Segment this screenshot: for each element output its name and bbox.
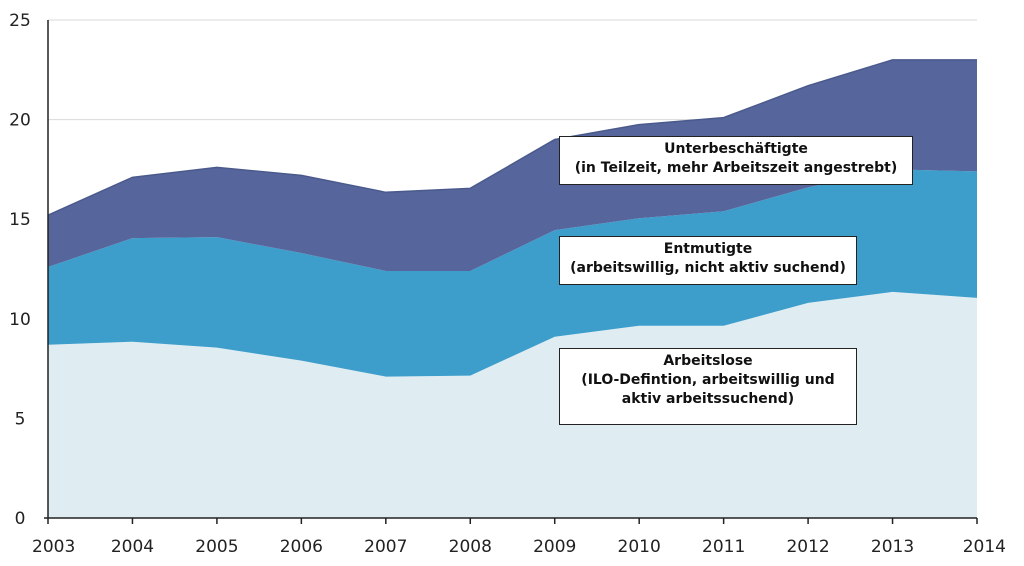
label-unterbeschaeftigte: Unterbeschäftigte (in Teilzeit, mehr Arb… <box>559 136 913 185</box>
x-tick-label-2009: 2009 <box>533 537 576 557</box>
x-tick-label-2005: 2005 <box>195 537 238 557</box>
y-tick-label-15: 15 <box>9 210 31 230</box>
area-unterbeschftigte <box>48 59 977 271</box>
y-tick-labels: 0 5 10 15 20 25 <box>9 11 31 529</box>
area-entmutigte <box>48 169 977 377</box>
label-arbeitslose-line-2: (ILO-Defintion, arbeitswillig und <box>581 372 835 388</box>
x-tick-label-2006: 2006 <box>280 537 323 557</box>
y-tick-label-10: 10 <box>9 310 31 330</box>
x-tick-label-2007: 2007 <box>364 537 407 557</box>
x-tick-label-2014: 2014 <box>963 537 1006 557</box>
label-unterbeschaeftigte-line-1: Unterbeschäftigte <box>664 141 808 157</box>
y-tick-label-5: 5 <box>15 409 26 429</box>
y-tick-label-0: 0 <box>15 509 26 529</box>
x-tick-label-2011: 2011 <box>702 537 745 557</box>
x-tick-label-2008: 2008 <box>449 537 492 557</box>
label-entmutigte: Entmutigte (arbeitswillig, nicht aktiv s… <box>559 236 857 285</box>
label-arbeitslose-line-1: Arbeitslose <box>663 353 753 369</box>
area-top-edge <box>47 59 977 216</box>
label-unterbeschaeftigte-line-2: (in Teilzeit, mehr Arbeitszeit angestreb… <box>574 160 898 176</box>
x-tick-label-2013: 2013 <box>871 537 914 557</box>
y-tick-label-25: 25 <box>9 11 31 31</box>
label-entmutigte-line-2: (arbeitswillig, nicht aktiv suchend) <box>570 260 846 276</box>
area-series <box>47 59 977 518</box>
label-arbeitslose-line-3: aktiv arbeitssuchend) <box>621 391 795 407</box>
label-arbeitslose: Arbeitslose (ILO-Defintion, arbeitswilli… <box>559 348 857 425</box>
x-tick-labels: 2003 2004 2005 2006 2007 2008 2009 2010 2011 2012… <box>32 537 1006 557</box>
x-tick-label-2012: 2012 <box>786 537 829 557</box>
label-entmutigte-line-1: Entmutigte <box>663 241 753 257</box>
y-tick-label-20: 20 <box>9 111 31 131</box>
x-tick-label-2010: 2010 <box>618 537 661 557</box>
axes <box>44 20 978 524</box>
x-tick-label-2004: 2004 <box>111 537 154 557</box>
x-tick-label-2003: 2003 <box>32 537 75 557</box>
